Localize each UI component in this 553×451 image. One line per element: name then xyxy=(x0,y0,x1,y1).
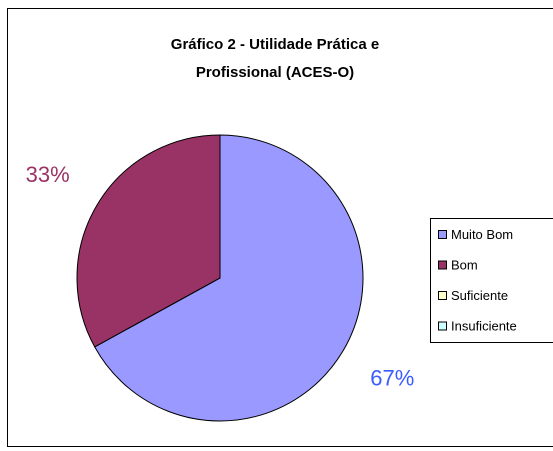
value-label: 67% xyxy=(370,366,414,391)
value-label: 33% xyxy=(26,162,70,187)
legend-swatch xyxy=(438,230,447,239)
pie-slice xyxy=(94,134,364,422)
legend-swatch xyxy=(438,321,447,331)
legend-text: Bom xyxy=(451,257,478,272)
legend-text: Suficiente xyxy=(451,288,508,303)
legend-swatch xyxy=(438,291,447,300)
chart-title: Gráfico 2 - Utilidade Prática e xyxy=(171,36,379,53)
pie-slice xyxy=(76,134,221,348)
legend-swatch xyxy=(438,260,447,270)
chart-title: Profissional (ACES-O) xyxy=(196,64,354,81)
legend-text: Insuficiente xyxy=(451,318,517,333)
legend-box xyxy=(430,218,553,343)
legend-text: Muito Bom xyxy=(451,227,513,242)
